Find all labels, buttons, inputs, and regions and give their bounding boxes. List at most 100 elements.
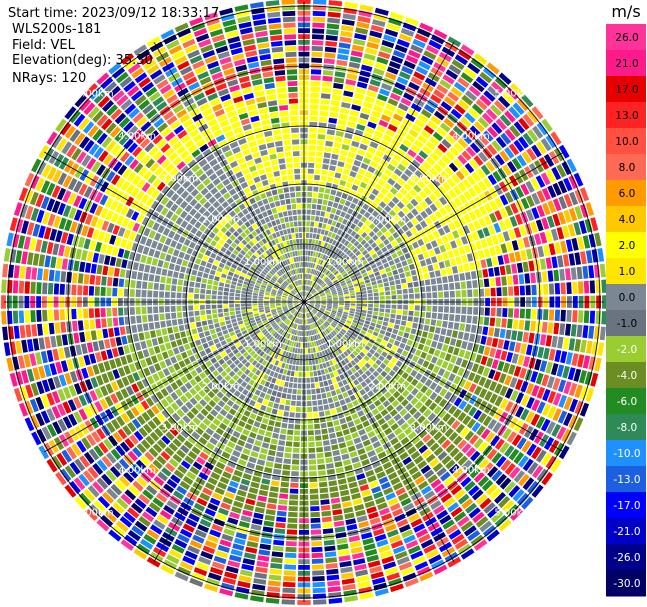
range-gate (161, 328, 168, 336)
range-gate (136, 380, 145, 391)
range-gate (134, 520, 148, 532)
range-gate (135, 190, 145, 201)
range-gate (29, 237, 37, 251)
range-gate (296, 274, 299, 280)
range-gate (283, 325, 288, 330)
range-gate (213, 338, 220, 344)
range-gate (306, 395, 312, 401)
range-gate (191, 328, 198, 335)
range-gate (526, 443, 537, 457)
range-gate (315, 435, 322, 441)
range-gate (294, 297, 299, 300)
range-gate (552, 392, 562, 406)
range-gate (449, 306, 455, 314)
range-gate (295, 294, 300, 299)
range-gate (310, 221, 315, 227)
range-gate (295, 186, 301, 192)
range-gate (100, 514, 114, 528)
range-gate (251, 476, 261, 483)
range-gate (286, 339, 291, 345)
range-gate (184, 169, 194, 179)
range-gate (188, 311, 194, 317)
range-gate (78, 197, 88, 210)
range-gate (338, 340, 344, 346)
range-gate (376, 366, 383, 374)
range-gate (247, 179, 255, 186)
range-gate (37, 323, 43, 336)
range-gate (281, 599, 295, 605)
range-gate (129, 159, 139, 170)
range-gate (386, 354, 393, 361)
range-gate (325, 328, 330, 334)
range-gate (94, 241, 102, 252)
range-gate (136, 49, 151, 61)
range-gate (392, 49, 406, 59)
range-gate (284, 234, 289, 241)
range-gate (198, 215, 206, 224)
range-gate (385, 331, 392, 337)
range-gate (189, 55, 203, 65)
range-gate (233, 95, 244, 104)
range-gate (9, 372, 18, 387)
range-gate (316, 394, 322, 400)
range-gate (300, 307, 303, 313)
range-gate (211, 304, 217, 309)
range-gate (112, 317, 119, 327)
range-gate (214, 404, 222, 413)
range-gate (207, 205, 216, 214)
range-gate (145, 238, 153, 247)
range-gate (311, 389, 316, 395)
range-gate (306, 286, 309, 291)
range-gate (559, 323, 566, 336)
range-gate (352, 98, 363, 106)
range-gate (430, 340, 438, 348)
range-gate (106, 287, 112, 297)
range-gate (271, 220, 277, 227)
range-gate (444, 391, 453, 401)
range-gate (260, 484, 270, 491)
range-gate (344, 595, 358, 603)
range-gate (36, 282, 42, 294)
range-gate (146, 256, 153, 265)
range-gate (278, 386, 284, 392)
range-gate (337, 368, 343, 375)
range-gate (212, 418, 221, 426)
range-gate (340, 360, 347, 366)
range-gate (276, 306, 282, 309)
range-gate (291, 127, 299, 133)
range-gate (227, 79, 239, 87)
range-gate (243, 410, 251, 417)
range-gate (297, 0, 311, 4)
range-gate (249, 413, 257, 420)
range-gate (171, 312, 177, 319)
range-gate (328, 317, 333, 322)
range-gate (494, 395, 504, 407)
range-gate (247, 291, 253, 295)
range-gate (81, 437, 92, 450)
range-gate (177, 60, 190, 71)
range-gate (379, 550, 393, 559)
range-gate (384, 382, 392, 390)
range-gate (258, 296, 264, 299)
range-gate (287, 517, 298, 523)
range-gate (189, 577, 204, 588)
range-gate (210, 187, 219, 195)
range-gate (380, 387, 388, 395)
range-gate (194, 393, 202, 402)
range-gate (40, 394, 50, 408)
range-gate (170, 120, 181, 130)
range-gate (252, 292, 258, 296)
range-gate (207, 477, 218, 486)
range-gate (93, 500, 106, 513)
range-gate (363, 355, 370, 362)
range-gate (162, 227, 171, 236)
range-gate (253, 512, 264, 520)
range-gate (114, 479, 127, 492)
range-gate (116, 94, 129, 107)
range-gate (220, 93, 231, 102)
range-gate (71, 443, 82, 457)
range-gate (223, 304, 229, 308)
range-gate (376, 374, 384, 382)
range-gate (277, 93, 288, 99)
range-gate (347, 476, 357, 483)
